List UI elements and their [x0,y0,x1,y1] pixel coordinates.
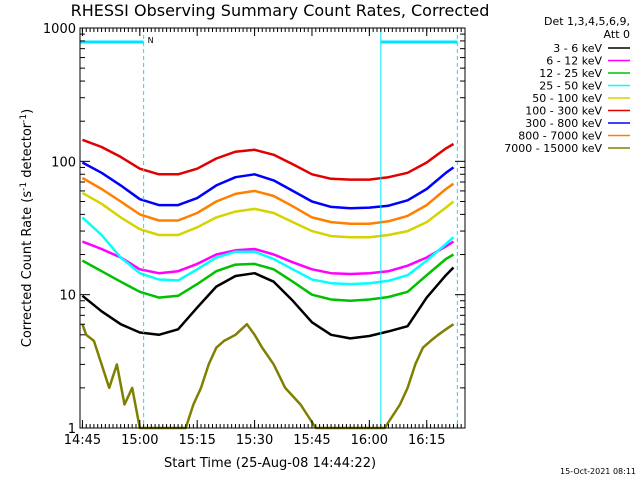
legend-label-800-7000-kev: 800 - 7000 keV [518,130,602,143]
y-axis-title: Corrected Count Rate (s-1 detector-1) [19,109,35,347]
x-axis: 14:45 15:00 15:15 15:30 15:45 16:00 16:15 [64,28,466,448]
x-tick-label-14-45: 14:45 [64,433,101,448]
legend-label-7000-15000-kev: 7000 - 15000 keV [504,142,602,155]
night-flag-label: N [148,36,154,45]
legend-label-6-12-kev: 6 - 12 keV [546,55,602,68]
x-axis-title: Start Time (25-Aug-08 14:44:22) [164,456,376,471]
series-line-300-800-kev [81,161,455,210]
y-tick-label-10: 10 [59,289,76,304]
legend-label-12-25-kev: 12 - 25 keV [539,67,602,80]
series-line-3-6-kev [81,266,455,340]
legend-header-line2: Att 0 [604,28,630,41]
y-axis-title-part1: Corrected Count Rate (s [20,191,35,348]
legend-header-line1: Det 1,3,4,5,6,9, [544,15,630,28]
y-axis-title-part2: detector [20,122,35,182]
x-tick-label-16-00: 16:00 [351,433,388,448]
series-line-25-50-kev [81,216,455,286]
legend-label-3-6-kev: 3 - 6 keV [553,42,602,55]
y-axis: 1 10 100 1000 [43,22,465,437]
plot-frame [79,27,466,429]
series-layer [81,138,455,430]
x-tick-label-15-45: 15:45 [293,433,330,448]
y-axis-title-part3: ) [20,109,35,114]
chart-title: RHESSI Observing Summary Count Rates, Co… [71,1,490,20]
series-line-50-100-kev [81,191,455,239]
x-tick-label-16-15: 16:15 [408,433,445,448]
series-line-12-25-kev [81,253,455,303]
x-tick-label-15-00: 15:00 [121,433,158,448]
y-tick-label-1: 1 [68,422,76,437]
series-line-100-300-kev [81,138,455,181]
y-axis-title-sup2: -1 [19,114,29,123]
footer-timestamp: 15-Oct-2021 08:11 [560,467,636,476]
legend-label-100-300-kev: 100 - 300 keV [525,105,602,118]
y-tick-label-1000: 1000 [43,22,76,37]
y-axis-title-sup1: -1 [19,182,29,191]
legend-label-25-50-kev: 25 - 50 keV [539,80,602,93]
x-tick-label-15-30: 15:30 [236,433,273,448]
legend-label-300-800-kev: 300 - 800 keV [525,117,602,130]
legend-label-50-100-kev: 50 - 100 keV [532,92,602,105]
x-tick-label-15-15: 15:15 [178,433,215,448]
series-line-7000-15000-kev [81,322,455,430]
y-tick-label-100: 100 [51,155,76,170]
series-line-800-7000-kev [81,176,455,226]
series-line-6-12-kev [81,240,455,276]
plot-area: N [79,27,466,430]
